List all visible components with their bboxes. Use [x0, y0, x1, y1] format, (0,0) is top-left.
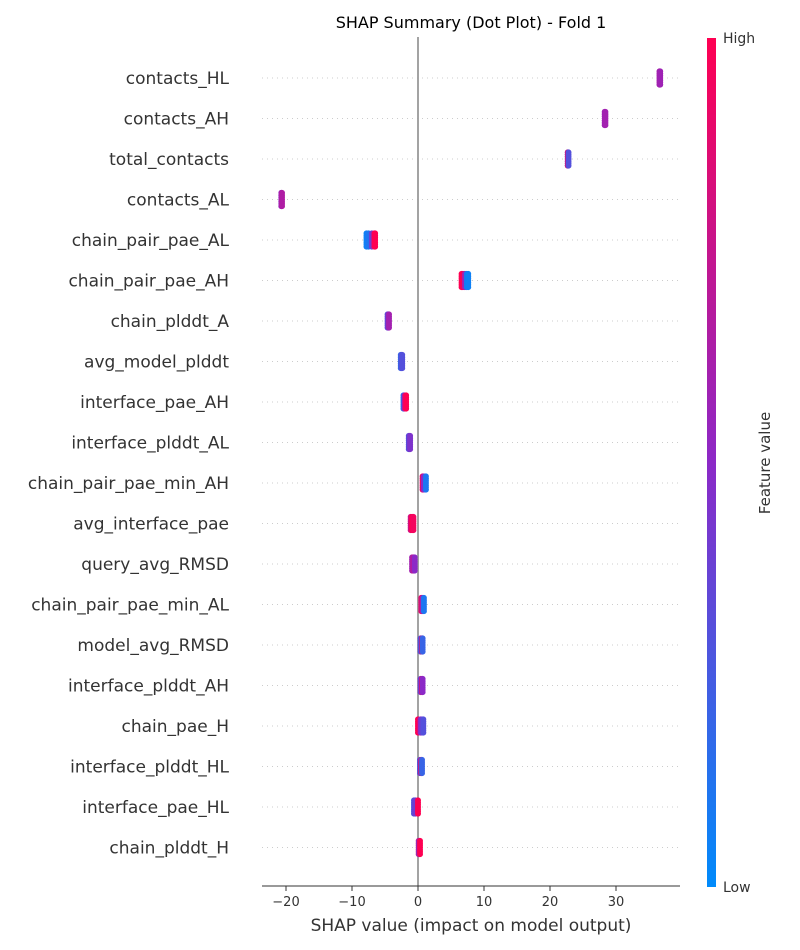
shap-point — [410, 527, 417, 534]
colorbar-label: Feature value — [756, 412, 774, 514]
x-tick-label: −20 — [272, 895, 299, 910]
feature-label: chain_plddt_A — [111, 312, 230, 332]
x-tick-label: 10 — [476, 895, 493, 910]
shap-point — [422, 486, 429, 493]
feature-label: interface_pae_HL — [82, 798, 229, 818]
feature-label: interface_plddt_AL — [71, 434, 229, 454]
shap-point — [415, 810, 421, 817]
shap-point — [407, 446, 414, 453]
feature-label: chain_pae_H — [122, 717, 230, 737]
feature-label: query_avg_RMSD — [81, 555, 229, 575]
shap-point — [602, 122, 609, 129]
feature-label: chain_pair_pae_AH — [68, 272, 229, 292]
colorbar — [707, 38, 716, 887]
x-tick-label: 0 — [414, 895, 422, 910]
x-tick-label: −10 — [338, 895, 365, 910]
shap-point — [420, 729, 427, 736]
x-axis-ticks: −20 −10 0 10 20 30 — [272, 886, 624, 910]
feature-label: total_contacts — [109, 150, 229, 170]
shap-point — [386, 324, 392, 331]
feature-label: interface_pae_AH — [80, 393, 229, 413]
feature-labels: contacts_HL contacts_AH total_contactscont… — [28, 69, 230, 859]
feature-label: interface_plddt_AH — [68, 677, 229, 697]
row-guides — [262, 77, 680, 848]
feature-label: chain_pair_pae_min_AH — [28, 474, 229, 494]
feature-label: contacts_AH — [124, 110, 229, 130]
x-axis-label: SHAP value (impact on model output) — [311, 916, 632, 936]
shap-point — [419, 689, 426, 696]
x-tick-label: 20 — [542, 895, 559, 910]
colorbar-low-label: Low — [723, 880, 751, 896]
shap-point — [419, 770, 425, 777]
shap-point — [417, 851, 423, 858]
shap-point — [420, 608, 427, 615]
feature-label: interface_plddt_HL — [70, 758, 229, 778]
feature-label: chain_pair_pae_AL — [72, 231, 230, 251]
colorbar-high-label: High — [723, 31, 755, 47]
shap-point — [279, 203, 285, 210]
shap-point — [465, 284, 472, 291]
shap-point — [372, 243, 379, 250]
feature-label: contacts_HL — [126, 69, 230, 89]
feature-label: avg_model_plddt — [84, 353, 229, 373]
x-tick-label: 30 — [608, 895, 625, 910]
feature-label: chain_pair_pae_min_AL — [31, 596, 229, 616]
shap-point — [419, 648, 426, 655]
shap-point — [565, 162, 572, 169]
chart-title: SHAP Summary (Dot Plot) - Fold 1 — [336, 13, 607, 32]
shap-point — [657, 81, 664, 88]
shap-point — [403, 405, 410, 412]
feature-label: chain_plddt_H — [109, 839, 229, 859]
feature-label: contacts_AL — [127, 191, 230, 211]
shap-points — [278, 68, 664, 858]
feature-label: avg_interface_pae — [73, 515, 229, 535]
shap-point — [399, 365, 406, 372]
shap-point — [411, 567, 418, 574]
feature-label: model_avg_RMSD — [77, 636, 229, 656]
